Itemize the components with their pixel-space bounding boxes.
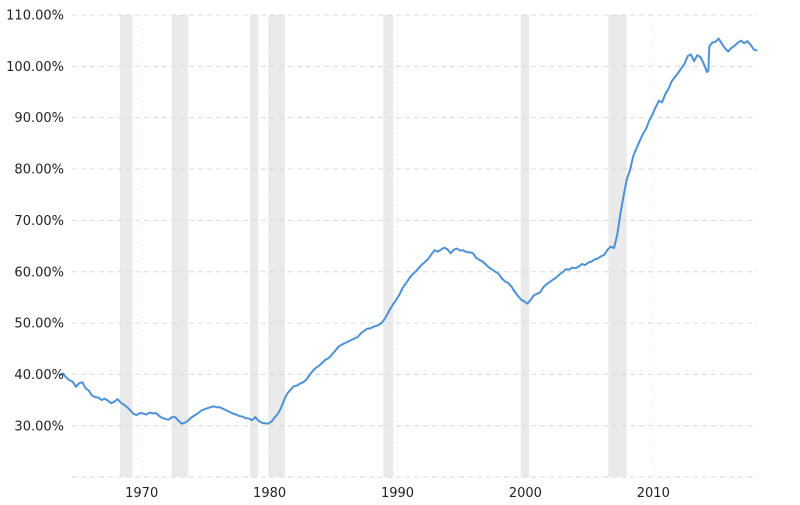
y-axis-label: 30.00%: [14, 419, 64, 434]
y-axis-label: 70.00%: [14, 214, 64, 229]
x-axis-label: 1990: [381, 486, 414, 501]
recession-band: [608, 15, 627, 478]
vertical-gridlines-layer: [141, 15, 654, 478]
recession-band: [383, 15, 394, 478]
x-axis-label: 2000: [509, 486, 542, 501]
x-axis-label: 1970: [125, 486, 158, 501]
recession-band: [250, 15, 259, 478]
series-layer: [58, 37, 758, 425]
data-line-debt-to-gdp-percent: [58, 37, 758, 425]
x-axis-labels-layer: 1970 1980 1990 2000 2010: [125, 486, 670, 501]
recession-band: [171, 15, 189, 478]
y-axis-label: 40.00%: [14, 368, 64, 383]
y-axis-label: 50.00%: [14, 317, 64, 332]
y-axis-labels-layer: 110.00% 100.00% 90.00% 80.00% 70.00% 60.00% 50…: [6, 9, 64, 435]
y-axis-label: 60.00%: [14, 265, 64, 280]
x-axis-label: 2010: [637, 486, 670, 501]
y-axis-label: 100.00%: [6, 60, 64, 75]
recession-band: [120, 15, 133, 478]
x-axis-label: 1980: [253, 486, 286, 501]
y-axis-label: 90.00%: [14, 111, 64, 126]
recession-band: [268, 15, 285, 478]
horizontal-gridlines-layer: [72, 14, 757, 478]
y-axis-label: 110.00%: [6, 9, 64, 24]
y-axis-label: 80.00%: [14, 163, 64, 178]
recession-band: [520, 15, 530, 478]
recession-bands-layer: [120, 15, 627, 478]
